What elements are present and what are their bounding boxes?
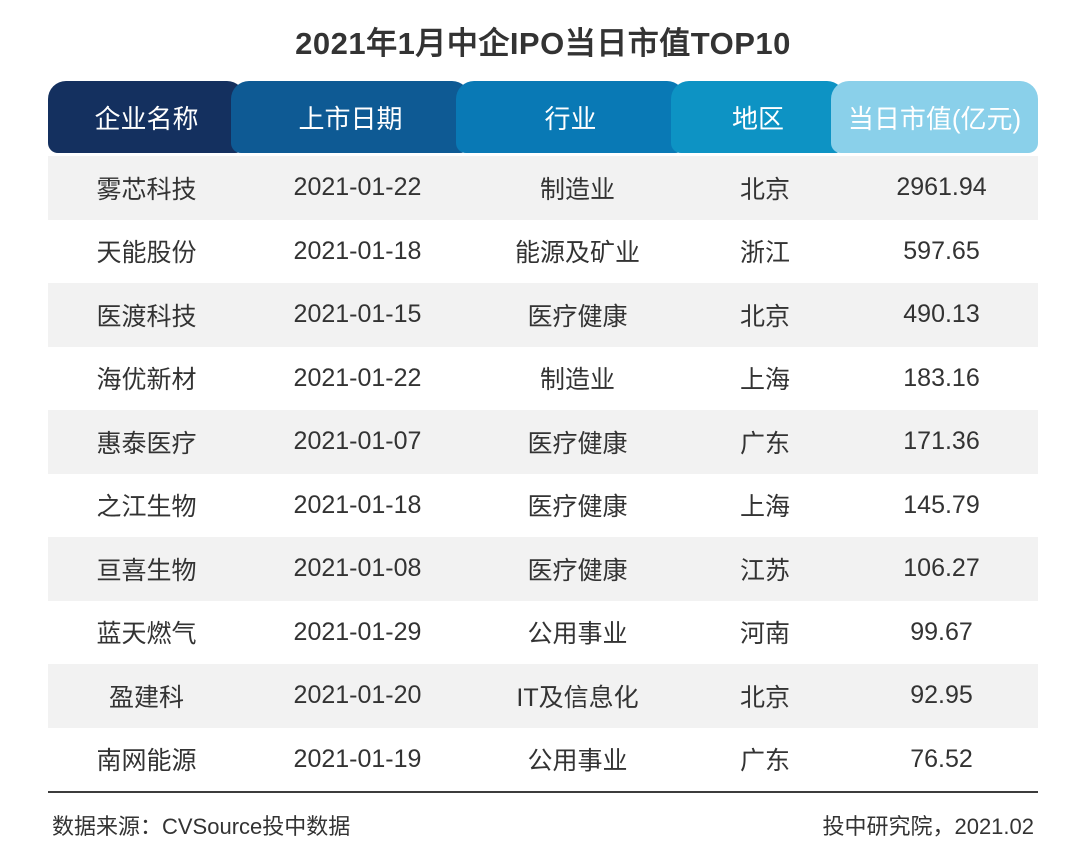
table-cell: 99.67 — [910, 617, 973, 646]
table-header-row: 企业名称 上市日期 行业 地区 当日市值(亿元) — [48, 81, 1038, 153]
table-cell: 92.95 — [910, 681, 973, 710]
table-body: 雾芯科技 2021-01-22 制造业 北京 2961.94 天能股份 2021-01-18… — [48, 156, 1038, 793]
table-cell: 北京 — [739, 175, 790, 204]
table-cell: 南网能源 — [96, 747, 197, 776]
table-row: 盈建科 2021-01-20 IT及信息化 北京 92.95 — [48, 664, 1038, 728]
table-cell: 2021-01-18 — [293, 236, 422, 265]
table-cell: 2021-01-15 — [293, 300, 422, 329]
table-cell: 公用事业 — [527, 620, 628, 649]
table-cell: 597.65 — [903, 236, 980, 265]
table-cell: 106.27 — [903, 554, 980, 583]
table-row: 雾芯科技 2021-01-22 制造业 北京 2961.94 — [48, 156, 1038, 220]
table-row: 蓝天燃气 2021-01-29 公用事业 河南 99.67 — [48, 601, 1038, 665]
table-cell: IT及信息化 — [516, 683, 639, 712]
table-cell: 能源及矿业 — [514, 239, 640, 268]
column-header: 行业 — [456, 81, 685, 153]
table-cell: 490.13 — [903, 300, 980, 329]
column-header: 当日市值(亿元) — [831, 81, 1038, 153]
table-row: 南网能源 2021-01-19 公用事业 广东 76.52 — [48, 728, 1038, 792]
table-cell: 北京 — [739, 683, 790, 712]
table-cell: 171.36 — [903, 427, 980, 456]
table-cell: 公用事业 — [527, 747, 628, 776]
table-cell: 医疗健康 — [527, 302, 628, 331]
table-row: 医渡科技 2021-01-15 医疗健康 北京 490.13 — [48, 283, 1038, 347]
table-cell: 广东 — [739, 747, 790, 776]
table-row: 惠泰医疗 2021-01-07 医疗健康 广东 171.36 — [48, 410, 1038, 474]
table-cell: 医渡科技 — [96, 302, 197, 331]
table-cell: 制造业 — [539, 175, 615, 204]
table-cell: 浙江 — [739, 239, 790, 268]
table-cell: 2021-01-18 — [293, 490, 422, 519]
table-row: 之江生物 2021-01-18 医疗健康 上海 145.79 — [48, 474, 1038, 538]
table-cell: 183.16 — [903, 363, 980, 392]
data-source-note: 数据来源：CVSource投中数据 — [52, 814, 351, 839]
column-header: 上市日期 — [231, 81, 470, 153]
table-cell: 2961.94 — [896, 173, 987, 202]
table-footer: 数据来源：CVSource投中数据 投中研究院，2021.02 — [48, 809, 1038, 841]
table-cell: 江苏 — [739, 556, 790, 585]
table-row: 亘喜生物 2021-01-08 医疗健康 江苏 106.27 — [48, 537, 1038, 601]
table-cell: 2021-01-20 — [293, 681, 422, 710]
table-cell: 上海 — [739, 493, 790, 522]
column-header: 地区 — [671, 81, 845, 153]
table-cell: 蓝天燃气 — [96, 620, 197, 649]
table-cell: 盈建科 — [108, 683, 184, 712]
table-cell: 之江生物 — [96, 493, 197, 522]
table-cell: 亘喜生物 — [96, 556, 197, 585]
table-row: 海优新材 2021-01-22 制造业 上海 183.16 — [48, 347, 1038, 411]
table-cell: 天能股份 — [96, 239, 197, 268]
publisher-note: 投中研究院，2021.02 — [822, 814, 1034, 839]
table-cell: 北京 — [739, 302, 790, 331]
table-cell: 雾芯科技 — [96, 175, 197, 204]
table-cell: 河南 — [739, 620, 790, 649]
table-cell: 医疗健康 — [527, 493, 628, 522]
table-cell: 制造业 — [539, 366, 615, 395]
table-cell: 医疗健康 — [527, 556, 628, 585]
table-cell: 2021-01-22 — [293, 363, 422, 392]
table-cell: 2021-01-07 — [293, 427, 422, 456]
table-cell: 惠泰医疗 — [96, 429, 197, 458]
table-cell: 76.52 — [910, 744, 973, 773]
table-cell: 2021-01-22 — [293, 173, 422, 202]
table-cell: 145.79 — [903, 490, 980, 519]
table-cell: 2021-01-08 — [293, 554, 422, 583]
table-cell: 2021-01-29 — [293, 617, 422, 646]
column-header: 企业名称 — [48, 81, 245, 153]
table-cell: 海优新材 — [96, 366, 197, 395]
table-cell: 广东 — [739, 429, 790, 458]
table-cell: 2021-01-19 — [293, 744, 422, 773]
table-cell: 上海 — [739, 366, 790, 395]
table-cell: 医疗健康 — [527, 429, 628, 458]
page-title: 2021年1月中企IPO当日市值TOP10 — [295, 26, 791, 61]
ipo-table: 企业名称 上市日期 行业 地区 当日市值(亿元) 雾芯科技 2021-01-22 制造业 北京… — [48, 81, 1038, 793]
table-row: 天能股份 2021-01-18 能源及矿业 浙江 597.65 — [48, 220, 1038, 284]
